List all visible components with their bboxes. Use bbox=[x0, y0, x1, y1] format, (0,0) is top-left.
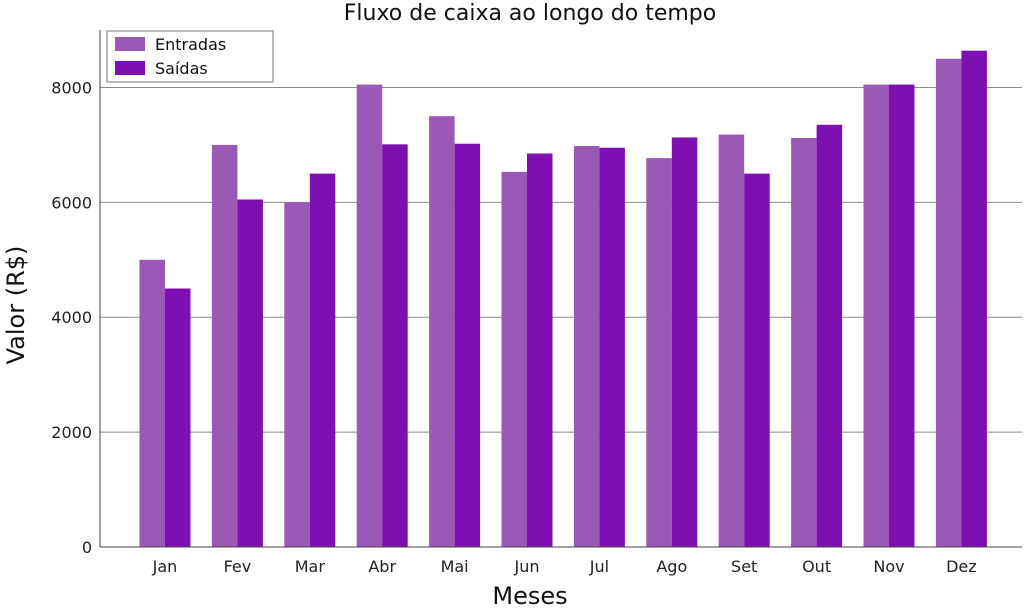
x-tick-label: Out bbox=[802, 557, 831, 576]
x-tick-label: Mar bbox=[295, 557, 326, 576]
bar-saidas-abr bbox=[382, 144, 408, 547]
bars bbox=[139, 50, 987, 548]
bar-entradas-ago bbox=[646, 158, 672, 547]
x-tick-label: Jul bbox=[589, 557, 609, 576]
x-tick-label: Set bbox=[731, 557, 757, 576]
y-axis-ticks: 0 2000 4000 6000 8000 bbox=[51, 78, 92, 557]
bar-entradas-fev bbox=[211, 144, 238, 547]
bar-saidas-fev bbox=[237, 199, 263, 547]
bar-saidas-mai bbox=[454, 143, 481, 548]
bar-saidas-out bbox=[816, 124, 843, 548]
x-tick-label: Dez bbox=[946, 557, 977, 576]
bar-entradas-jul bbox=[573, 146, 600, 547]
legend-swatch bbox=[115, 61, 145, 75]
x-tick-label: Ago bbox=[656, 557, 687, 576]
y-tick-label: 4000 bbox=[51, 308, 92, 327]
bar-saidas-jul bbox=[599, 147, 625, 547]
bar-entradas-mai bbox=[429, 116, 455, 548]
x-tick-label: Mai bbox=[441, 557, 469, 576]
bar-saidas-jun bbox=[527, 153, 553, 547]
bar-entradas-dez bbox=[935, 58, 962, 547]
x-axis-title: Meses bbox=[492, 582, 567, 608]
y-axis-title: Valor (R$) bbox=[2, 246, 30, 365]
x-tick-label: Abr bbox=[368, 557, 396, 576]
x-tick-label: Fev bbox=[224, 557, 252, 576]
legend-label: Entradas bbox=[155, 35, 226, 54]
y-tick-label: 6000 bbox=[51, 193, 92, 212]
chart-title: Fluxo de caixa ao longo do tempo bbox=[344, 1, 717, 26]
x-tick-label: Jun bbox=[514, 557, 540, 576]
bar-entradas-set bbox=[718, 134, 745, 547]
legend-label: Saídas bbox=[155, 59, 208, 78]
y-tick-label: 0 bbox=[82, 538, 92, 557]
bar-saidas-dez bbox=[961, 50, 987, 548]
legend-swatch bbox=[115, 37, 145, 51]
x-axis-ticks: Jan Fev Mar Abr Mai Jun Jul Ago Set Out Nov Dez bbox=[152, 557, 977, 576]
x-tick-label: Nov bbox=[873, 557, 904, 576]
bar-entradas-jun bbox=[501, 171, 527, 548]
bar-saidas-ago bbox=[671, 137, 698, 547]
bar-saidas-mar bbox=[309, 173, 336, 547]
legend: Entradas Saídas bbox=[106, 30, 274, 83]
bar-entradas-nov bbox=[863, 84, 889, 548]
y-tick-label: 8000 bbox=[51, 78, 92, 97]
y-tick-label: 2000 bbox=[51, 423, 92, 442]
bar-saidas-jan bbox=[165, 288, 191, 547]
bar-saidas-nov bbox=[889, 84, 915, 548]
bar-entradas-out bbox=[791, 137, 817, 548]
bar-entradas-jan bbox=[139, 259, 165, 547]
bar-entradas-mar bbox=[284, 202, 310, 548]
bar-saidas-set bbox=[744, 173, 770, 547]
x-tick-label: Jan bbox=[152, 557, 178, 576]
bar-entradas-abr bbox=[356, 84, 383, 548]
